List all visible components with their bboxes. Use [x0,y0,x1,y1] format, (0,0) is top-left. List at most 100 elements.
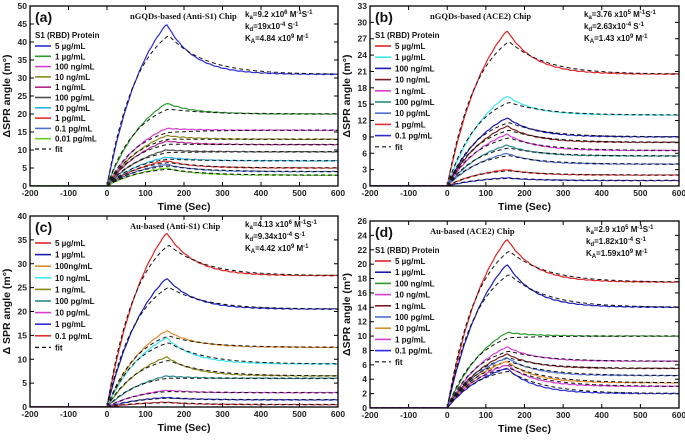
y-tick-label: 15 [18,127,28,137]
y-tick-label: 2 [362,389,367,399]
y-tick-label: 12 [358,116,368,126]
y-tick-label: 33 [358,1,368,11]
x-tick-label: 600 [672,410,685,420]
fit-line [446,364,679,408]
x-tick-label: 200 [177,188,191,198]
y-tick-label: 24 [358,230,368,240]
series-line [370,264,679,408]
fit-line [446,41,679,186]
plot-frame [29,5,339,187]
x-tick-label: 100 [138,188,152,198]
y-tick-label: 50 [18,1,28,11]
x-tick-label: 100 [138,409,152,419]
legend-entry: 1 pg/mL [395,335,426,344]
x-tick-label: -200 [21,188,38,198]
fit-line [446,350,679,408]
fit-line [106,377,338,407]
y-tick-label: 4 [362,374,367,384]
panel-title: nGQDs-based (ACE2) Chip [430,11,531,21]
x-tick-label: 300 [215,409,229,419]
legend-entry: 0.1 pg/mL [395,132,432,141]
y-tick-label: 15 [358,99,368,109]
fit-line [446,370,679,408]
fit-line [106,129,338,186]
y-tick-label: 6 [362,360,367,370]
fit-line [106,108,338,186]
legend-entry: 100 ng/mL [55,63,95,72]
fit-line [106,245,338,407]
kinetics-line: KA=4.42 x109 M-1 [245,244,309,255]
legend-entry: 1 µg/mL [55,52,86,61]
plot-frame [369,220,680,409]
legend-entry: 100ng/mL [55,262,92,271]
x-tick-label: 400 [595,410,609,420]
fit-line [446,250,679,408]
x-tick-label: 0 [105,409,110,419]
y-tick-label: 15 [18,330,28,340]
x-tick-label: 300 [556,188,570,198]
x-tick-label: -100 [60,409,77,419]
y-tick-label: 20 [358,259,368,269]
x-tick-label: -200 [21,409,38,419]
fit-line [446,129,679,186]
y-tick-label: 10 [358,331,368,341]
y-tick-label: 0 [22,181,27,191]
legend-entry: 100 pg/mL [55,94,95,103]
kinetics-line: kd=1.82x10-4 S-1 [586,237,647,248]
y-tick-label: 18 [358,274,368,284]
panel-a: -200 -100 0 100 200 300 400 500 600 0 5 10 15 20 25 30 3… [1,1,345,213]
x-tick-label: 400 [254,188,268,198]
x-tick-label: 500 [633,410,647,420]
series-line [30,330,338,407]
panel-title: Au-based (Anti-S1) Chip [130,221,220,231]
x-tick-label: 300 [215,188,229,198]
panel-label: (c) [35,219,52,235]
legend-entry: 100 pg/mL [395,313,435,322]
x-tick-label: -200 [361,188,378,198]
kinetics-line: ka=2.9 x105 M-1S-1 [586,225,654,236]
x-tick-label: 200 [517,410,531,420]
series-line [370,346,679,408]
y-tick-label: 40 [18,37,28,47]
x-tick-label: 400 [254,409,268,419]
y-tick-label: 20 [18,109,28,119]
y-tick-label: 18 [358,83,368,93]
y-tick-label: 5 [22,378,27,388]
legend-entry: 5 µg/mL [55,239,86,248]
legend-entry: 1 ng/mL [55,83,86,92]
fit-line [106,35,338,186]
x-tick-label: -100 [400,188,417,198]
legend-title: S1 (RBD) Protein [375,31,440,40]
plot-frame [369,5,680,187]
panel-label: (b) [375,9,393,25]
fit-line [106,335,338,407]
x-tick-label: 100 [479,188,493,198]
x-tick-label: 400 [595,188,609,198]
y-axis-label: Δ SPR angle (m°) [1,269,13,355]
legend-fit-entry: fit [55,343,63,352]
x-tick-label: 300 [556,410,570,420]
kinetics-line: kd=19x10-4 S-1 [245,22,299,33]
y-tick-label: 14 [358,302,368,312]
y-tick-label: 3 [362,165,367,175]
x-tick-label: -100 [60,188,77,198]
legend-entry: 10 ng/mL [55,274,90,283]
legend-entry: 1 µg/mL [55,251,86,260]
x-axis-label: Time (Sec) [498,201,551,213]
x-tick-label: 200 [517,188,531,198]
x-tick-label: -100 [400,410,417,420]
legend-entry: 100 ng/mL [395,64,435,73]
x-tick-label: 100 [479,410,493,420]
series-line [370,30,679,186]
legend-entry: 1 pg/mL [395,120,426,129]
series-line [30,337,338,407]
fit-line [446,122,679,186]
y-axis-label: ΔSPR angle (m°) [341,55,353,138]
legend-entry: 10 pg/mL [395,109,430,118]
kinetics-line: ka=4.13 x106 M-1S-1 [245,220,318,231]
fit-line [106,342,338,407]
series-line [30,140,338,186]
series-line [370,144,679,186]
y-tick-label: 30 [18,259,28,269]
